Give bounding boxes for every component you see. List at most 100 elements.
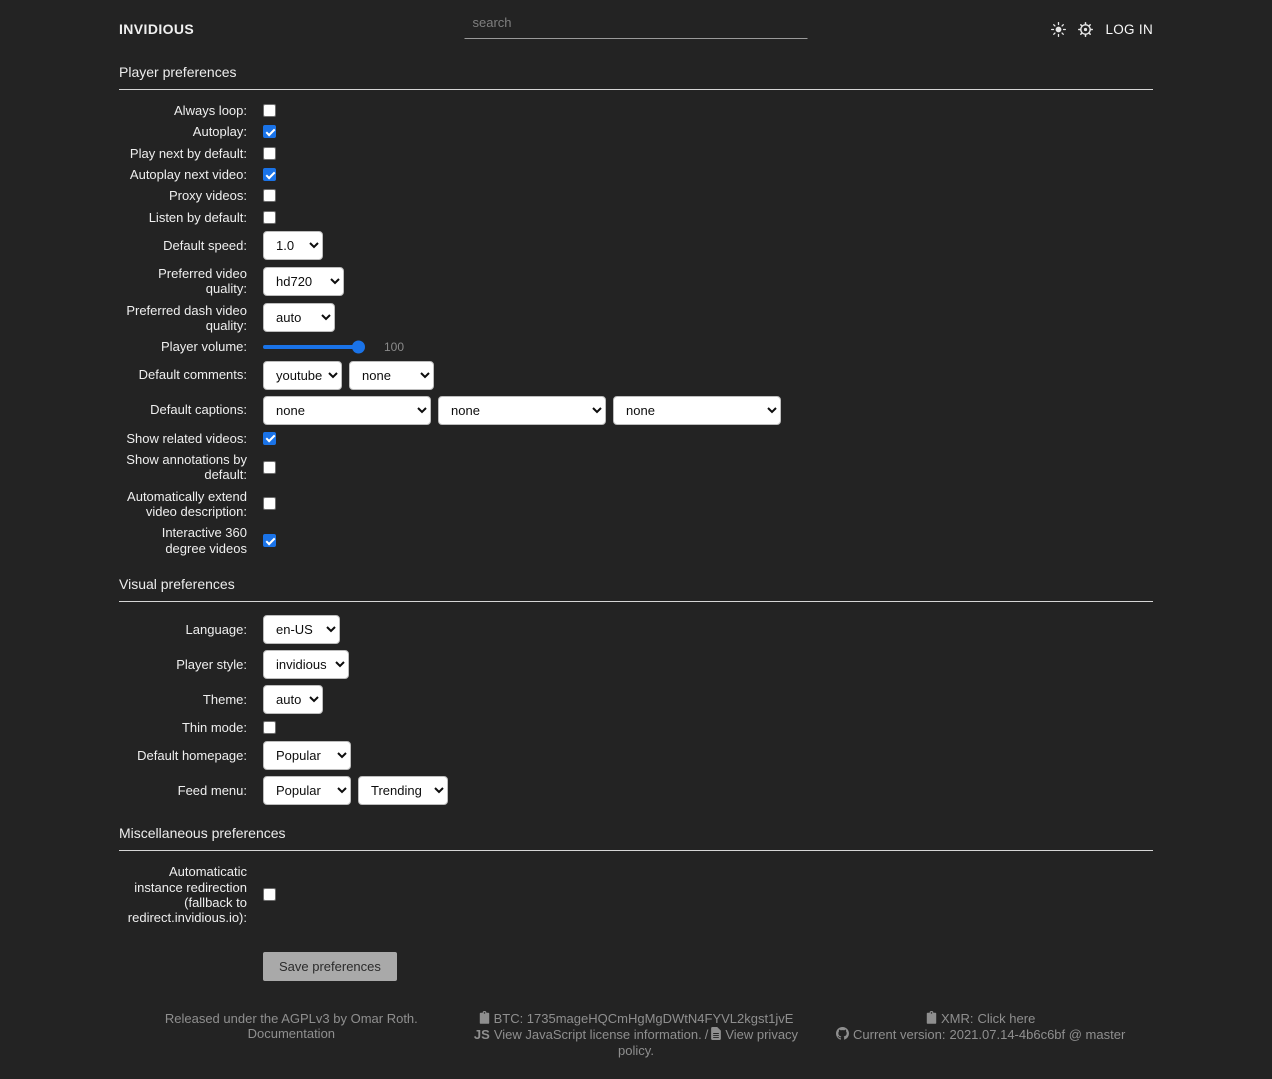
- feed-menu-controls: Popular Trending: [263, 776, 448, 806]
- search-input[interactable]: [464, 10, 808, 39]
- interactive-360-degree-videos-label: Interactive 360 degree videos: [161, 525, 247, 556]
- default-captions-row: Default captions: none none none: [119, 395, 1153, 425]
- footer-middle-column: BTC: 1735mageHQCmHgMgDWtN4FYVL2kgst1jvE …: [464, 1010, 809, 1059]
- autoplay-next-video-checkbox[interactable]: [263, 168, 276, 182]
- language-controls: en-US: [263, 614, 340, 644]
- player-style-select[interactable]: invidious: [263, 649, 349, 679]
- player-volume-slider[interactable]: [263, 340, 365, 354]
- default-homepage-controls: Popular: [263, 741, 351, 771]
- btc-line: BTC: 1735mageHQCmHgMgDWtN4FYVL2kgst1jvE: [464, 1010, 809, 1027]
- preferred-video-quality-select[interactable]: hd720: [263, 266, 344, 296]
- autoplay-row: Autoplay:: [119, 124, 1153, 139]
- always-loop-checkbox[interactable]: [263, 104, 276, 118]
- default-speed-select[interactable]: 1.0: [263, 230, 323, 260]
- player-volume-slider-thumb[interactable]: [352, 340, 365, 354]
- page-footer: Released under the AGPLv3 by Omar Roth. …: [119, 1010, 1153, 1079]
- show-related-videos-checkbox[interactable]: [263, 431, 276, 445]
- file-icon: [711, 1026, 722, 1043]
- save-preferences-button[interactable]: Save preferences: [263, 951, 397, 981]
- default-comments-label: Default comments:: [138, 367, 247, 383]
- theme-label: Theme:: [202, 691, 247, 707]
- feed-menu-label: Feed menu:: [177, 783, 247, 799]
- feed-menu-row: Feed menu: Popular Trending: [119, 776, 1153, 806]
- play-next-by-default-checkbox[interactable]: [263, 146, 276, 160]
- footer-left-column: Released under the AGPLv3 by Omar Roth. …: [119, 1011, 464, 1059]
- feed-menu-select-1[interactable]: Popular: [263, 776, 351, 806]
- player-volume-row: Player volume: 100: [119, 339, 1153, 354]
- interactive-360-degree-videos-checkbox[interactable]: [263, 534, 276, 548]
- listen-by-default-row: Listen by default:: [119, 210, 1153, 225]
- thin-mode-checkbox[interactable]: [263, 721, 276, 735]
- theme-select[interactable]: auto: [263, 684, 323, 714]
- listen-by-default-label: Listen by default:: [148, 209, 247, 225]
- section-title: Player preferences: [119, 64, 1153, 90]
- listen-by-default-checkbox[interactable]: [263, 210, 276, 224]
- version-label: Current version:: [853, 1026, 946, 1042]
- autoplay-controls: [263, 125, 276, 139]
- top-navigation-bar: INVIDIOUS: [119, 0, 1153, 44]
- automatic-instance-redirection-label: Automaticatic instance redirection (fall…: [127, 864, 247, 926]
- autoplay-next-video-row: Autoplay next video:: [119, 167, 1153, 182]
- preferred-video-quality-label: Preferred video quality:: [158, 265, 247, 297]
- automatic-instance-redirection-checkbox[interactable]: [263, 888, 276, 902]
- documentation-link[interactable]: Documentation: [247, 1025, 336, 1041]
- language-select[interactable]: en-US: [263, 614, 340, 644]
- preferred-video-quality-controls: hd720: [263, 266, 344, 296]
- default-captions-select-3[interactable]: none: [613, 395, 781, 425]
- automatically-extend-video-description-checkbox[interactable]: [263, 497, 276, 511]
- player-volume-slider-track: [263, 344, 362, 349]
- show-annotations-by-default-row: Show annotations by default:: [119, 452, 1153, 483]
- player-volume-label: Player volume:: [161, 339, 247, 355]
- autoplay-next-video-label: Autoplay next video:: [129, 166, 247, 182]
- default-speed-controls: 1.0: [263, 230, 323, 260]
- sun-icon[interactable]: [1051, 21, 1067, 37]
- btc-address-text: BTC: 1735mageHQCmHgMgDWtN4FYVL2kgst1jvE: [493, 1010, 794, 1026]
- proxy-videos-row: Proxy videos:: [119, 188, 1153, 203]
- license-privacy-line: JS View JavaScript license information. / …: [464, 1026, 809, 1059]
- show-related-videos-controls: [263, 431, 276, 445]
- autoplay-label: Autoplay:: [192, 124, 247, 140]
- js-license-link[interactable]: View JavaScript license information.: [493, 1026, 702, 1042]
- show-related-videos-row: Show related videos:: [119, 431, 1153, 446]
- show-annotations-by-default-label: Show annotations by default:: [126, 451, 247, 483]
- automatically-extend-video-description-label: Automatically extend video description:: [127, 488, 247, 519]
- interactive-360-degree-videos-controls: [263, 534, 276, 548]
- show-annotations-by-default-checkbox[interactable]: [263, 460, 276, 474]
- default-comments-row: Default comments: youtube none: [119, 360, 1153, 390]
- topbar-right-group: LOG IN: [1051, 21, 1153, 37]
- separator-text: /: [704, 1026, 709, 1042]
- release-text: Released under the AGPLv3 by Omar Roth.: [164, 1010, 418, 1026]
- invidious-logo[interactable]: INVIDIOUS: [119, 21, 195, 37]
- theme-controls: auto: [263, 684, 323, 714]
- always-loop-controls: [263, 104, 276, 118]
- gear-icon[interactable]: [1078, 21, 1094, 37]
- preferred-video-quality-row: Preferred video quality: hd720: [119, 266, 1153, 297]
- preferred-dash-video-quality-select[interactable]: auto: [263, 303, 335, 333]
- player-style-controls: invidious: [263, 649, 349, 679]
- xmr-click-here-link[interactable]: Click here: [977, 1010, 1036, 1026]
- default-comments-select-1[interactable]: youtube: [263, 360, 342, 390]
- default-comments-select-2[interactable]: none: [349, 360, 434, 390]
- default-captions-select-2[interactable]: none: [438, 395, 606, 425]
- default-homepage-label: Default homepage:: [137, 748, 247, 764]
- default-homepage-row: Default homepage: Popular: [119, 741, 1153, 771]
- preferred-dash-video-quality-controls: auto: [263, 303, 335, 333]
- proxy-videos-checkbox[interactable]: [263, 189, 276, 203]
- footer-right-column: XMR: Click here Current version: 2021.07.1…: [808, 1010, 1153, 1059]
- thin-mode-label: Thin mode:: [181, 719, 247, 735]
- feed-menu-select-2[interactable]: Trending: [358, 776, 448, 806]
- preferred-dash-video-quality-row: Preferred dash video quality: auto: [119, 303, 1153, 334]
- default-captions-controls: none none none: [263, 395, 781, 425]
- default-speed-label: Default speed:: [163, 237, 247, 253]
- log-in-link[interactable]: LOG IN: [1105, 21, 1153, 37]
- theme-row: Theme: auto: [119, 684, 1153, 714]
- default-homepage-select[interactable]: Popular: [263, 741, 351, 771]
- show-related-videos-label: Show related videos:: [126, 430, 247, 446]
- show-annotations-by-default-controls: [263, 460, 276, 474]
- autoplay-checkbox[interactable]: [263, 125, 276, 139]
- player-volume-value: 100: [384, 339, 405, 354]
- proxy-videos-controls: [263, 189, 276, 203]
- default-captions-label: Default captions:: [150, 402, 247, 418]
- thin-mode-row: Thin mode:: [119, 720, 1153, 735]
- default-captions-select-1[interactable]: none: [263, 395, 431, 425]
